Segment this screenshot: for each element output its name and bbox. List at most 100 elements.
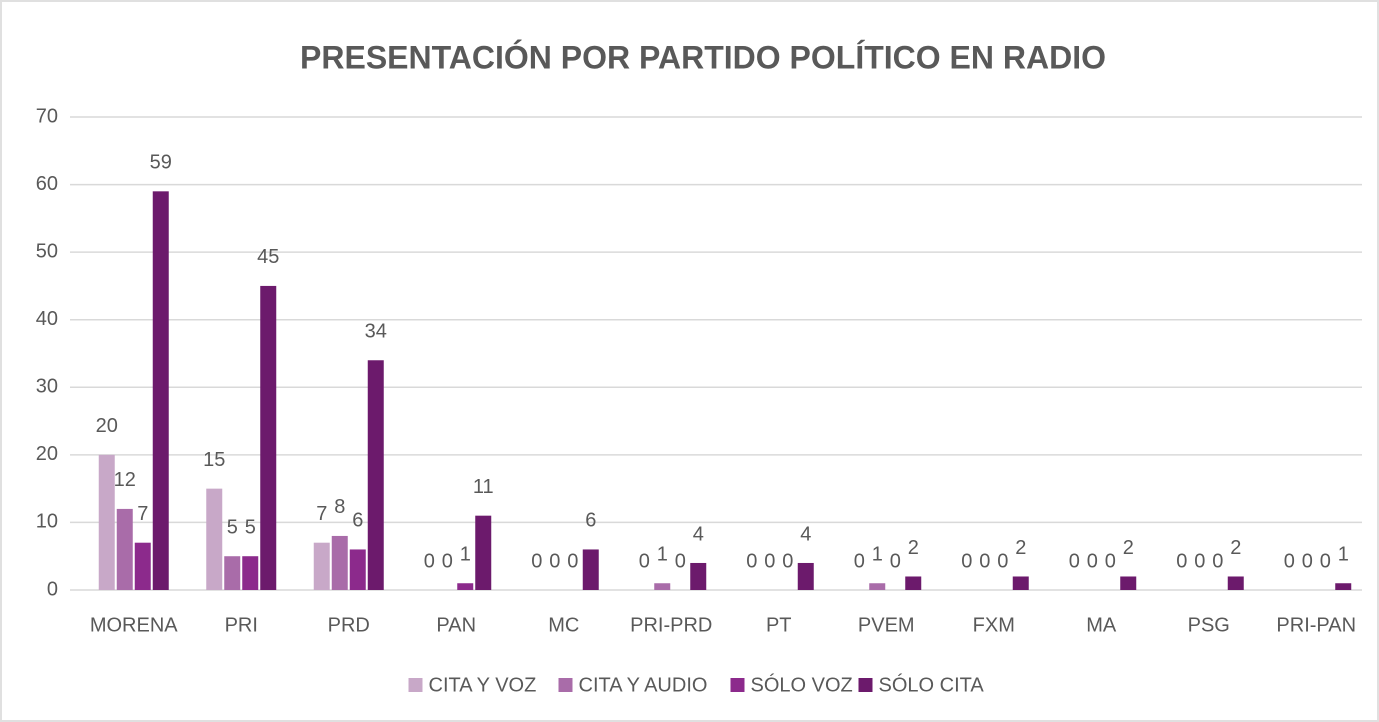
bar bbox=[1012, 576, 1029, 590]
value-label: 0 bbox=[639, 550, 650, 572]
value-label: 15 bbox=[203, 449, 225, 471]
legend-swatch bbox=[858, 678, 873, 692]
value-label: 0 bbox=[782, 550, 793, 572]
value-label: 1 bbox=[1338, 544, 1349, 566]
value-label: 2 bbox=[1015, 537, 1026, 559]
value-label: 2 bbox=[1230, 537, 1241, 559]
bar bbox=[224, 556, 241, 590]
value-label: 4 bbox=[693, 523, 704, 545]
legend-label: CITA Y AUDIO bbox=[579, 674, 708, 696]
value-label: 0 bbox=[1069, 550, 1080, 572]
value-label: 0 bbox=[854, 550, 865, 572]
value-label: 59 bbox=[150, 152, 172, 174]
value-label: 6 bbox=[585, 510, 596, 532]
value-label: 0 bbox=[675, 550, 686, 572]
y-tick-label: 50 bbox=[36, 240, 58, 262]
value-label: 7 bbox=[137, 503, 148, 525]
bar bbox=[242, 556, 259, 590]
bar bbox=[260, 285, 277, 590]
legend-label: SÓLO CITA bbox=[879, 673, 985, 696]
value-label: 0 bbox=[549, 550, 560, 572]
x-tick-label: PSG bbox=[1188, 614, 1230, 636]
bar bbox=[313, 542, 330, 590]
value-label: 0 bbox=[961, 550, 972, 572]
x-tick-label: PRI-PRD bbox=[630, 614, 712, 636]
bar bbox=[1120, 576, 1137, 590]
value-label: 0 bbox=[979, 550, 990, 572]
value-label: 11 bbox=[473, 476, 494, 498]
bar bbox=[869, 583, 886, 590]
value-label: 1 bbox=[460, 544, 471, 566]
x-tick-label: PRI-PAN bbox=[1276, 614, 1356, 636]
y-tick-label: 20 bbox=[36, 443, 58, 465]
value-label: 12 bbox=[114, 469, 136, 491]
value-label: 2 bbox=[1123, 537, 1134, 559]
bar bbox=[367, 360, 384, 590]
value-label: 0 bbox=[442, 550, 453, 572]
bar bbox=[654, 583, 671, 590]
x-tick-label: MORENA bbox=[90, 614, 178, 636]
legend-swatch bbox=[408, 678, 423, 692]
value-label: 0 bbox=[764, 550, 775, 572]
value-label: 45 bbox=[257, 246, 279, 268]
value-label: 0 bbox=[1284, 550, 1295, 572]
bar bbox=[905, 576, 922, 590]
y-tick-label: 0 bbox=[47, 578, 58, 600]
value-label: 7 bbox=[316, 503, 327, 525]
legend-swatch bbox=[730, 678, 745, 692]
x-tick-label: MC bbox=[548, 614, 579, 636]
x-tick-label: PRI bbox=[225, 614, 258, 636]
value-label: 5 bbox=[227, 516, 238, 538]
bar bbox=[457, 583, 474, 590]
bar bbox=[98, 454, 115, 590]
value-label: 0 bbox=[531, 550, 542, 572]
legend-swatch bbox=[558, 678, 573, 692]
value-label: 4 bbox=[800, 523, 811, 545]
bar bbox=[1227, 576, 1244, 590]
bar bbox=[475, 515, 492, 590]
value-label: 20 bbox=[96, 415, 118, 437]
value-label: 0 bbox=[1320, 550, 1331, 572]
x-tick-label: MA bbox=[1086, 614, 1117, 636]
y-tick-label: 40 bbox=[36, 308, 58, 330]
bar bbox=[349, 549, 366, 590]
chart-title: PRESENTACIÓN POR PARTIDO POLÍTICO EN RAD… bbox=[300, 39, 1106, 75]
value-label: 0 bbox=[890, 550, 901, 572]
value-label: 0 bbox=[1302, 550, 1313, 572]
value-label: 6 bbox=[352, 510, 363, 532]
x-tick-label: FXM bbox=[973, 614, 1015, 636]
value-label: 8 bbox=[334, 496, 345, 518]
y-tick-label: 30 bbox=[36, 376, 58, 398]
value-label: 1 bbox=[657, 544, 668, 566]
bar bbox=[690, 562, 707, 590]
x-tick-label: PRD bbox=[328, 614, 370, 636]
value-label: 0 bbox=[997, 550, 1008, 572]
x-tick-label: PVEM bbox=[858, 614, 915, 636]
value-label: 34 bbox=[365, 321, 387, 343]
bar bbox=[152, 191, 169, 591]
legend-label: CITA Y VOZ bbox=[429, 674, 537, 696]
bar bbox=[134, 542, 151, 590]
value-label: 0 bbox=[424, 550, 435, 572]
value-label: 0 bbox=[1212, 550, 1223, 572]
bar bbox=[331, 535, 348, 590]
bar bbox=[797, 562, 814, 590]
value-label: 0 bbox=[567, 550, 578, 572]
y-tick-label: 70 bbox=[36, 105, 58, 127]
value-label: 0 bbox=[1105, 550, 1116, 572]
value-label: 0 bbox=[1194, 550, 1205, 572]
bar bbox=[116, 508, 133, 590]
bar bbox=[206, 488, 223, 590]
x-tick-label: PT bbox=[766, 614, 792, 636]
y-tick-label: 60 bbox=[36, 173, 58, 195]
value-label: 5 bbox=[245, 516, 256, 538]
value-label: 2 bbox=[908, 537, 919, 559]
bar bbox=[1335, 583, 1352, 590]
bar bbox=[582, 549, 599, 590]
value-label: 0 bbox=[746, 550, 757, 572]
legend-label: SÓLO VOZ bbox=[751, 673, 853, 696]
y-tick-label: 10 bbox=[36, 511, 58, 533]
value-label: 0 bbox=[1176, 550, 1187, 572]
